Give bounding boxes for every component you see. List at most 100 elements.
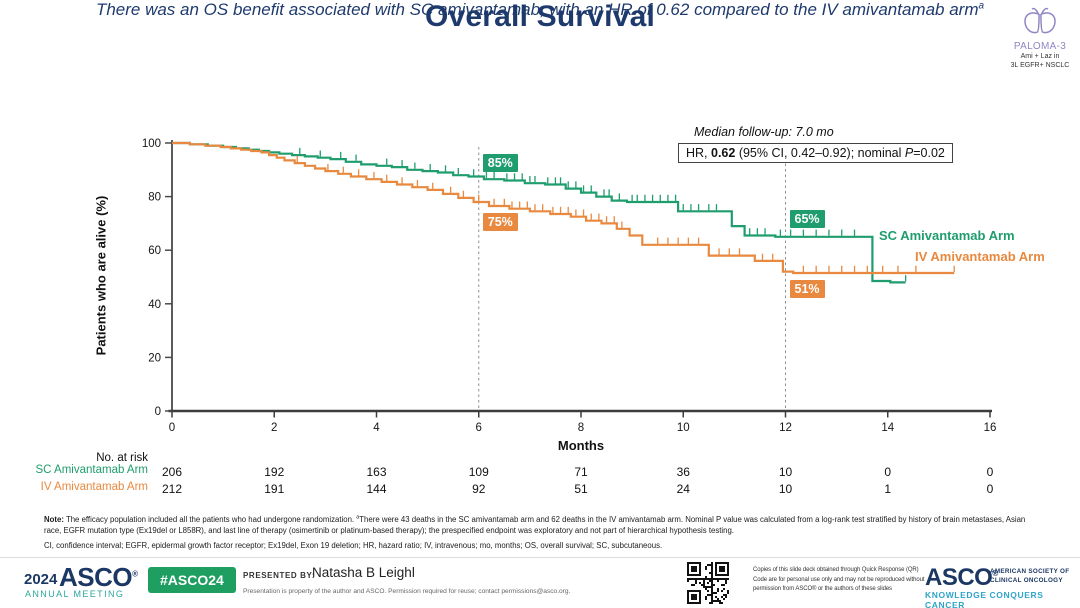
qr-module xyxy=(709,586,711,588)
hr-p-label: P xyxy=(904,146,914,160)
y-tick-label: 0 xyxy=(155,406,161,418)
qr-module xyxy=(691,594,697,600)
qr-module xyxy=(687,578,689,580)
qr-module xyxy=(721,578,723,580)
qr-module xyxy=(695,582,697,584)
qr-module xyxy=(697,578,699,580)
qr-module xyxy=(687,580,689,582)
hr-ci: (95% CI, 0.42–0.92); nominal xyxy=(735,146,905,160)
footnote: Note: The efficacy population included a… xyxy=(44,514,1040,537)
qr-module xyxy=(715,596,717,598)
risk-count: 109 xyxy=(468,465,489,479)
qr-module xyxy=(717,580,719,582)
qr-usage-note: Copies of this slide deck obtained throu… xyxy=(753,566,924,595)
qr-module xyxy=(723,598,725,600)
qr-module xyxy=(711,570,713,572)
legend-sc-arm: SC Amivantamab Arm xyxy=(879,228,1015,243)
risk-count: 0 xyxy=(884,465,892,479)
qr-module xyxy=(719,578,721,580)
subtitle-text: There was an OS benefit associated with … xyxy=(95,0,979,19)
qr-module xyxy=(705,588,707,590)
qr-module xyxy=(711,562,713,564)
qr-module xyxy=(713,584,715,586)
footnote-superscript: a xyxy=(356,514,360,521)
qr-module xyxy=(701,578,703,580)
qr-code xyxy=(687,562,729,604)
y-tick-label: 80 xyxy=(148,192,161,204)
qr-module xyxy=(721,596,723,598)
qr-module xyxy=(705,586,707,588)
hazard-ratio-box: HR, 0.62 (95% CI, 0.42–0.92); nominal P=… xyxy=(678,143,953,163)
qr-module xyxy=(709,594,711,596)
hr-p-value: =0.02 xyxy=(913,146,945,160)
risk-row-label-iv: IV Amivantamab Arm xyxy=(40,481,148,493)
qr-module xyxy=(711,566,713,568)
landmark-badge-65%: 65% xyxy=(789,209,825,228)
qr-module xyxy=(723,588,725,590)
km-curve-sc xyxy=(172,141,906,284)
qr-module xyxy=(709,602,711,604)
risk-count: 10 xyxy=(778,465,793,479)
y-tick-label: 60 xyxy=(148,245,161,257)
qr-module xyxy=(689,578,691,580)
qr-module xyxy=(715,578,717,580)
x-tick-label: 16 xyxy=(984,422,997,434)
asco-tagline: KNOWLEDGE CONQUERS CANCER xyxy=(925,590,1044,608)
qr-module xyxy=(707,590,709,592)
landmark-badge-85%: 85% xyxy=(482,153,518,172)
qr-module xyxy=(703,586,705,588)
y-tick-label: 40 xyxy=(148,299,161,311)
risk-count: 10 xyxy=(778,482,793,496)
society-name: AMERICAN SOCIETY OF CLINICAL ONCOLOGY xyxy=(990,567,1069,585)
butterfly-lungs-icon xyxy=(1024,7,1056,34)
x-tick-label: 10 xyxy=(677,422,690,434)
qr-module xyxy=(725,594,727,596)
x-tick-label: 0 xyxy=(169,422,175,434)
subtitle: There was an OS benefit associated with … xyxy=(0,0,1080,20)
qr-usage-line2: Code are for personal use only and may n… xyxy=(753,576,925,583)
risk-count: 0 xyxy=(986,482,994,496)
qr-module xyxy=(711,572,713,574)
qr-module xyxy=(715,592,717,594)
qr-module xyxy=(711,576,713,578)
permission-disclaimer: Presentation is property of the author a… xyxy=(243,588,571,595)
qr-module xyxy=(711,586,713,588)
society-line2: CLINICAL ONCOLOGY xyxy=(990,577,1063,585)
risk-row-label-sc: SC Amivantamab Arm xyxy=(35,464,148,476)
qr-module xyxy=(723,578,725,580)
qr-module xyxy=(705,566,707,568)
program-line1: Ami + Laz in xyxy=(1020,53,1060,60)
y-tick-label: 20 xyxy=(148,352,161,364)
hr-value: 0.62 xyxy=(711,146,736,160)
qr-module xyxy=(727,592,729,594)
qr-module xyxy=(711,568,713,570)
qr-module xyxy=(709,580,711,582)
qr-module xyxy=(711,564,713,566)
x-tick-label: 8 xyxy=(578,422,584,434)
qr-module xyxy=(713,578,715,580)
meeting-year: 2024 xyxy=(24,571,58,588)
qr-module xyxy=(703,580,705,582)
meeting-subtitle: ANNUAL MEETING xyxy=(25,589,125,599)
qr-module xyxy=(705,568,707,570)
qr-module xyxy=(725,596,727,598)
qr-module xyxy=(693,584,695,586)
qr-module xyxy=(717,578,719,580)
x-tick-label: 14 xyxy=(881,422,894,434)
qr-module xyxy=(703,582,705,584)
qr-module xyxy=(719,566,725,572)
qr-module xyxy=(705,576,707,578)
qr-module xyxy=(711,588,713,590)
y-axis-title: Patients who are alive (%) xyxy=(93,195,109,356)
qr-module xyxy=(707,564,709,566)
qr-module xyxy=(699,578,701,580)
risk-count: 71 xyxy=(574,465,588,479)
x-axis-title: Months xyxy=(557,438,605,453)
risk-table-title: No. at risk xyxy=(96,452,148,464)
risk-count: 191 xyxy=(264,482,285,496)
qr-module xyxy=(713,592,715,594)
y-tick-label: 100 xyxy=(142,138,161,150)
risk-count: 24 xyxy=(676,482,690,496)
asco-wordmark: ASCO xyxy=(925,564,993,591)
qr-module xyxy=(711,590,713,592)
